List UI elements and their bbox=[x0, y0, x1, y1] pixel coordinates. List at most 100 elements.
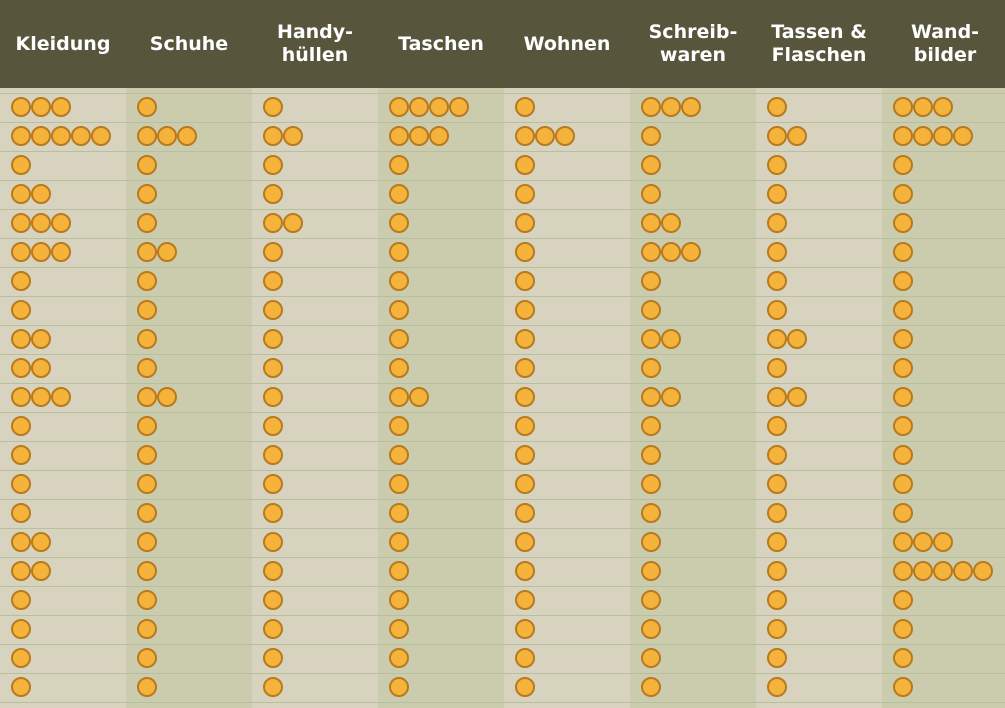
rating-dot bbox=[137, 387, 157, 407]
rating-dot bbox=[51, 97, 71, 117]
rating-dot bbox=[389, 561, 409, 581]
row-divider bbox=[0, 499, 1005, 500]
rating-dot bbox=[409, 387, 429, 407]
rating-dot bbox=[515, 619, 535, 639]
rating-dot bbox=[389, 155, 409, 175]
rating-dot bbox=[515, 242, 535, 262]
rating-dot bbox=[157, 242, 177, 262]
rating-dot bbox=[31, 329, 51, 349]
rating-dot bbox=[893, 445, 913, 465]
row-divider bbox=[0, 93, 1005, 94]
rating-dot bbox=[263, 474, 283, 494]
rating-dot bbox=[31, 561, 51, 581]
rating-dot bbox=[913, 97, 933, 117]
rating-dot bbox=[641, 358, 661, 378]
rating-dot bbox=[641, 97, 661, 117]
rating-dot bbox=[137, 329, 157, 349]
rating-dot bbox=[767, 213, 787, 233]
rating-dot bbox=[409, 97, 429, 117]
rating-dot bbox=[767, 590, 787, 610]
rating-dot bbox=[11, 474, 31, 494]
rating-dot bbox=[283, 213, 303, 233]
row-divider bbox=[0, 673, 1005, 674]
rating-dot bbox=[767, 387, 787, 407]
rating-dot bbox=[11, 126, 31, 146]
rating-dot bbox=[767, 358, 787, 378]
rating-dot bbox=[515, 271, 535, 291]
row-divider bbox=[0, 470, 1005, 471]
rating-dot bbox=[157, 387, 177, 407]
rating-dot bbox=[515, 677, 535, 697]
rating-dot bbox=[681, 242, 701, 262]
rating-dot bbox=[641, 445, 661, 465]
rating-dot bbox=[767, 271, 787, 291]
rating-dot bbox=[389, 97, 409, 117]
rating-dot bbox=[11, 155, 31, 175]
rating-dot bbox=[893, 271, 913, 291]
rating-dot bbox=[641, 619, 661, 639]
rating-dot bbox=[137, 358, 157, 378]
rating-dot bbox=[555, 126, 575, 146]
rating-dot bbox=[767, 300, 787, 320]
rating-dot bbox=[515, 590, 535, 610]
rating-dot bbox=[51, 387, 71, 407]
rating-dot bbox=[51, 213, 71, 233]
rating-dot bbox=[389, 271, 409, 291]
row-divider bbox=[0, 122, 1005, 123]
rating-dot bbox=[767, 97, 787, 117]
rating-dot bbox=[263, 648, 283, 668]
rating-dot bbox=[11, 387, 31, 407]
row-divider bbox=[0, 238, 1005, 239]
rating-dot bbox=[137, 416, 157, 436]
row-divider bbox=[0, 151, 1005, 152]
rating-dot bbox=[263, 184, 283, 204]
rating-dot bbox=[893, 619, 913, 639]
rating-dot bbox=[767, 126, 787, 146]
rating-dot bbox=[787, 387, 807, 407]
row-divider bbox=[0, 441, 1005, 442]
rating-dot bbox=[893, 97, 913, 117]
rating-dot bbox=[389, 532, 409, 552]
rating-dot bbox=[661, 242, 681, 262]
rating-dot bbox=[137, 648, 157, 668]
rating-dot bbox=[137, 184, 157, 204]
rating-dot bbox=[263, 126, 283, 146]
rating-dot bbox=[535, 126, 555, 146]
rating-dot bbox=[641, 561, 661, 581]
rating-dot bbox=[641, 416, 661, 436]
rating-dot bbox=[137, 155, 157, 175]
rating-dot bbox=[137, 677, 157, 697]
rating-dot bbox=[137, 445, 157, 465]
rating-dot bbox=[933, 532, 953, 552]
rating-dot bbox=[641, 271, 661, 291]
rating-dot bbox=[177, 126, 197, 146]
rating-dot bbox=[429, 126, 449, 146]
rating-dot bbox=[11, 445, 31, 465]
rating-dot bbox=[263, 300, 283, 320]
rating-dot bbox=[641, 300, 661, 320]
rating-dot bbox=[893, 329, 913, 349]
rating-dot bbox=[31, 242, 51, 262]
rating-dot bbox=[11, 213, 31, 233]
rating-dot bbox=[893, 474, 913, 494]
rating-dot bbox=[515, 503, 535, 523]
rating-dot bbox=[787, 329, 807, 349]
rating-dot bbox=[661, 387, 681, 407]
rating-dot bbox=[283, 126, 303, 146]
rating-dot bbox=[137, 619, 157, 639]
rating-dot bbox=[893, 300, 913, 320]
rating-dot bbox=[641, 329, 661, 349]
rating-dot bbox=[263, 387, 283, 407]
rating-dot bbox=[641, 387, 661, 407]
rating-dot bbox=[893, 358, 913, 378]
rating-dot bbox=[11, 590, 31, 610]
rating-dot bbox=[515, 561, 535, 581]
column-header: Tassen & Flaschen bbox=[771, 21, 867, 66]
rating-dot bbox=[515, 213, 535, 233]
rating-dot bbox=[893, 387, 913, 407]
row-divider bbox=[0, 528, 1005, 529]
rating-dot bbox=[31, 387, 51, 407]
rating-dot bbox=[641, 648, 661, 668]
rating-dot bbox=[263, 213, 283, 233]
